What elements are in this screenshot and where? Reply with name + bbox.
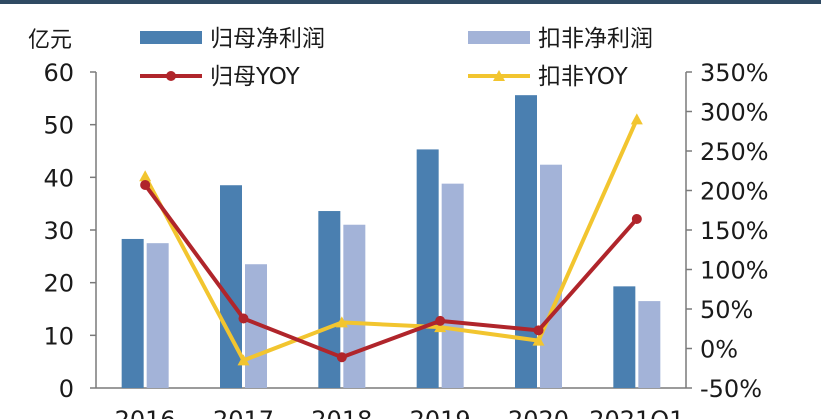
legend-swatch — [468, 31, 530, 44]
y-right-tick-label: 0% — [700, 336, 738, 364]
bar-koufei-net-profit — [441, 183, 464, 388]
bar-guimu-net-profit — [416, 149, 439, 388]
bar-koufei-net-profit — [638, 301, 661, 388]
marker-koufei-yoy — [630, 113, 643, 125]
x-tick-label: 2019 — [410, 406, 471, 419]
y-left-tick-label: 20 — [43, 270, 74, 298]
marker-guimu-yoy — [140, 179, 151, 190]
bar-guimu-net-profit — [515, 95, 537, 388]
y-left-tick-label: 0 — [59, 375, 74, 403]
legend-marker — [166, 71, 176, 81]
legend-label: 归母YOY — [210, 64, 301, 90]
marker-koufei-yoy — [335, 316, 348, 328]
bar-koufei-net-profit — [146, 243, 169, 388]
marker-guimu-yoy — [533, 325, 544, 336]
y-right-tick-label: -50% — [700, 375, 762, 403]
x-tick-label: 2016 — [115, 406, 176, 419]
x-tick-label: 2017 — [213, 406, 274, 419]
marker-koufei-yoy — [139, 170, 152, 182]
y-right-tick-label: 50% — [700, 296, 753, 324]
y-right-tick-label: 100% — [700, 257, 769, 285]
legend-marker — [493, 70, 505, 81]
line-guimu-yoy — [143, 183, 639, 360]
y-right-tick-label: 150% — [700, 217, 769, 245]
y-left-tick-label: 60 — [43, 59, 74, 87]
x-axis-labels: 2016 2017 2018 2019 2020 2021Q1 — [115, 406, 685, 419]
line-series-group — [139, 113, 643, 366]
bar-guimu-net-profit — [220, 185, 242, 388]
y-right-tick-label: 300% — [700, 99, 769, 127]
y-left-tick-label: 30 — [43, 217, 74, 245]
bar-guimu-net-profit — [121, 238, 144, 388]
marker-koufei-yoy — [434, 321, 447, 333]
y-left-tick-label: 10 — [43, 322, 74, 350]
y-left-tick-label: 50 — [43, 112, 74, 140]
legend-label: 归母净利润 — [210, 26, 325, 52]
bar-guimu-net-profit — [613, 286, 636, 388]
axes: 0 10 20 30 40 50 60 -50% 0% 50% 100% 150% 200% 250% 30… — [43, 59, 768, 403]
x-tick-label: 2021Q1 — [589, 406, 684, 419]
legend-swatch — [140, 31, 202, 44]
y-right-tick-label: 350% — [700, 59, 769, 87]
x-tick-label: 2018 — [311, 406, 372, 419]
legend-label: 扣非YOY — [538, 64, 629, 90]
x-tick-label: 2020 — [508, 406, 569, 419]
marker-guimu-yoy — [336, 352, 347, 363]
bar-koufei-net-profit — [540, 164, 562, 388]
y-right-tick-label: 200% — [700, 178, 769, 206]
y-axis-left-unit-label: 亿元 — [28, 28, 72, 53]
marker-guimu-yoy — [631, 213, 642, 224]
bar-series-group — [121, 95, 661, 388]
bar-guimu-net-profit — [318, 211, 341, 388]
marker-koufei-yoy — [237, 354, 250, 366]
marker-guimu-yoy — [238, 313, 249, 324]
marker-guimu-yoy — [435, 315, 446, 326]
legend-label: 扣非净利润 — [538, 26, 653, 52]
line-koufei-yoy — [143, 118, 639, 363]
y-left-tick-label: 40 — [43, 164, 74, 192]
bar-koufei-net-profit — [343, 224, 366, 388]
top-border — [0, 0, 821, 4]
marker-koufei-yoy — [532, 334, 545, 346]
y-right-tick-label: 250% — [700, 138, 769, 166]
